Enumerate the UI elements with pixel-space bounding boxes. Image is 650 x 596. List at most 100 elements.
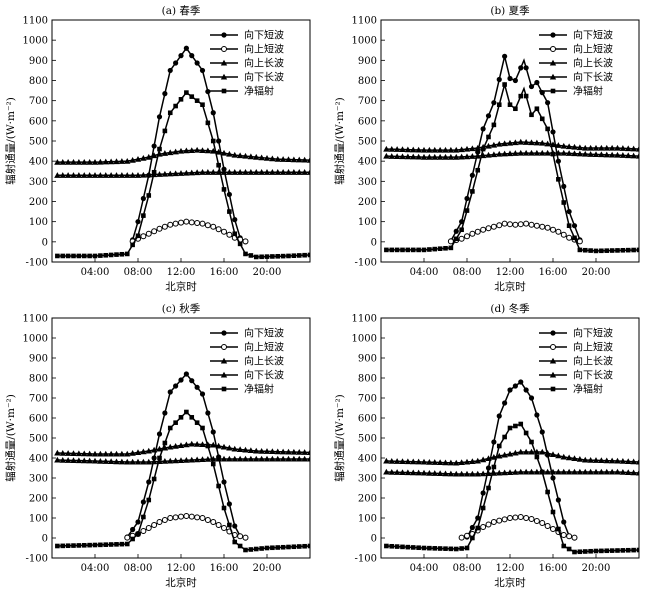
point-up-longwave [150,446,158,453]
point-down-longwave [619,469,627,475]
point-up-shortwave [555,228,562,235]
point-down-shortwave [173,60,179,66]
point-up-shortwave [151,522,158,528]
y-axis-label: 辐射通量/(W·m⁻²) [4,394,17,482]
legend-label-up-shortwave: 向上短波 [573,43,613,56]
y-tick-label: 800 [29,374,48,385]
point-up-longwave [113,450,120,457]
point-net-radiation [162,440,168,446]
chart-title: (a) 春季 [162,5,201,17]
point-up-shortwave [194,220,201,227]
point-down-shortwave [571,223,578,229]
point-net-radiation [502,82,507,87]
point-up-longwave [410,146,417,153]
legend-marker-up-longwave [549,59,557,66]
x-tick-label: 12:00 [496,563,525,574]
series-line-down-shortwave [131,46,246,243]
point-up-longwave [603,144,610,151]
point-up-longwave [177,442,185,449]
chart-title: (c) 秋季 [162,302,201,315]
point-down-longwave [496,469,503,476]
point-net-radiation [432,246,438,252]
point-net-radiation [307,252,310,258]
point-net-radiation [275,253,281,259]
point-down-shortwave [183,371,189,377]
point-up-longwave [399,146,406,153]
y-tick-label: 900 [358,56,377,67]
point-up-longwave [226,150,233,157]
point-down-longwave [75,172,83,178]
point-down-shortwave [146,479,152,485]
point-down-longwave [177,170,185,176]
point-up-shortwave [490,223,497,230]
point-down-longwave [183,169,190,176]
point-down-shortwave [135,519,141,525]
point-up-longwave [59,158,66,165]
point-down-longwave [107,458,115,465]
legend-marker-net-radiation [550,386,556,392]
point-net-radiation [609,248,615,253]
point-down-longwave [183,457,190,463]
point-net-radiation [448,245,454,251]
point-up-shortwave [167,515,174,521]
point-up-shortwave [496,517,503,524]
point-net-radiation [216,483,221,489]
point-down-longwave [296,455,303,462]
legend-label-down-shortwave: 向下短波 [573,29,613,42]
point-net-radiation [237,241,243,247]
point-up-shortwave [210,223,217,230]
point-up-longwave [263,448,271,454]
point-net-radiation [561,200,567,205]
point-down-longwave [86,172,93,178]
point-up-longwave [528,139,535,146]
legend-label-down-longwave: 向下长波 [244,71,284,84]
point-up-longwave [107,158,115,165]
point-up-longwave [172,148,179,155]
point-down-longwave [533,468,541,475]
point-down-longwave [81,457,88,464]
point-up-longwave [306,156,310,163]
point-up-longwave [86,450,93,457]
legend-label-up-longwave: 向上长波 [244,355,284,368]
point-up-longwave [204,147,212,154]
point-up-longwave [296,449,303,455]
point-down-longwave [134,172,142,178]
point-up-longwave [279,448,287,455]
point-down-longwave [431,153,438,160]
point-net-radiation [103,542,109,547]
point-down-shortwave [550,475,556,481]
point-up-longwave [269,448,276,455]
point-net-radiation [400,544,405,550]
point-up-longwave [253,153,260,160]
point-down-longwave [226,169,233,175]
point-up-shortwave [528,221,535,228]
point-down-longwave [544,149,551,156]
point-down-shortwave [210,429,216,435]
point-up-longwave [463,145,471,152]
point-net-radiation [400,247,405,253]
point-net-radiation [518,421,524,427]
x-tick-label: 04:00 [410,563,439,574]
point-net-radiation [550,509,556,515]
point-down-longwave [436,470,444,477]
point-up-longwave [576,144,584,151]
point-up-longwave [183,147,190,154]
point-down-longwave [204,456,212,462]
point-net-radiation [561,543,567,549]
x-tick-label: 16:00 [210,267,239,278]
point-up-longwave [630,458,637,465]
point-net-radiation [291,253,297,258]
point-net-radiation [173,420,178,425]
point-up-longwave [274,448,281,455]
point-up-longwave [97,158,104,165]
y-tick-label: 600 [29,414,48,425]
point-up-shortwave [571,534,578,541]
point-net-radiation [248,547,254,552]
point-net-radiation [507,102,513,107]
point-up-longwave [296,156,303,163]
point-down-longwave [64,457,72,463]
point-net-radiation [604,248,610,253]
point-up-longwave [528,448,535,455]
point-up-shortwave [507,221,513,228]
